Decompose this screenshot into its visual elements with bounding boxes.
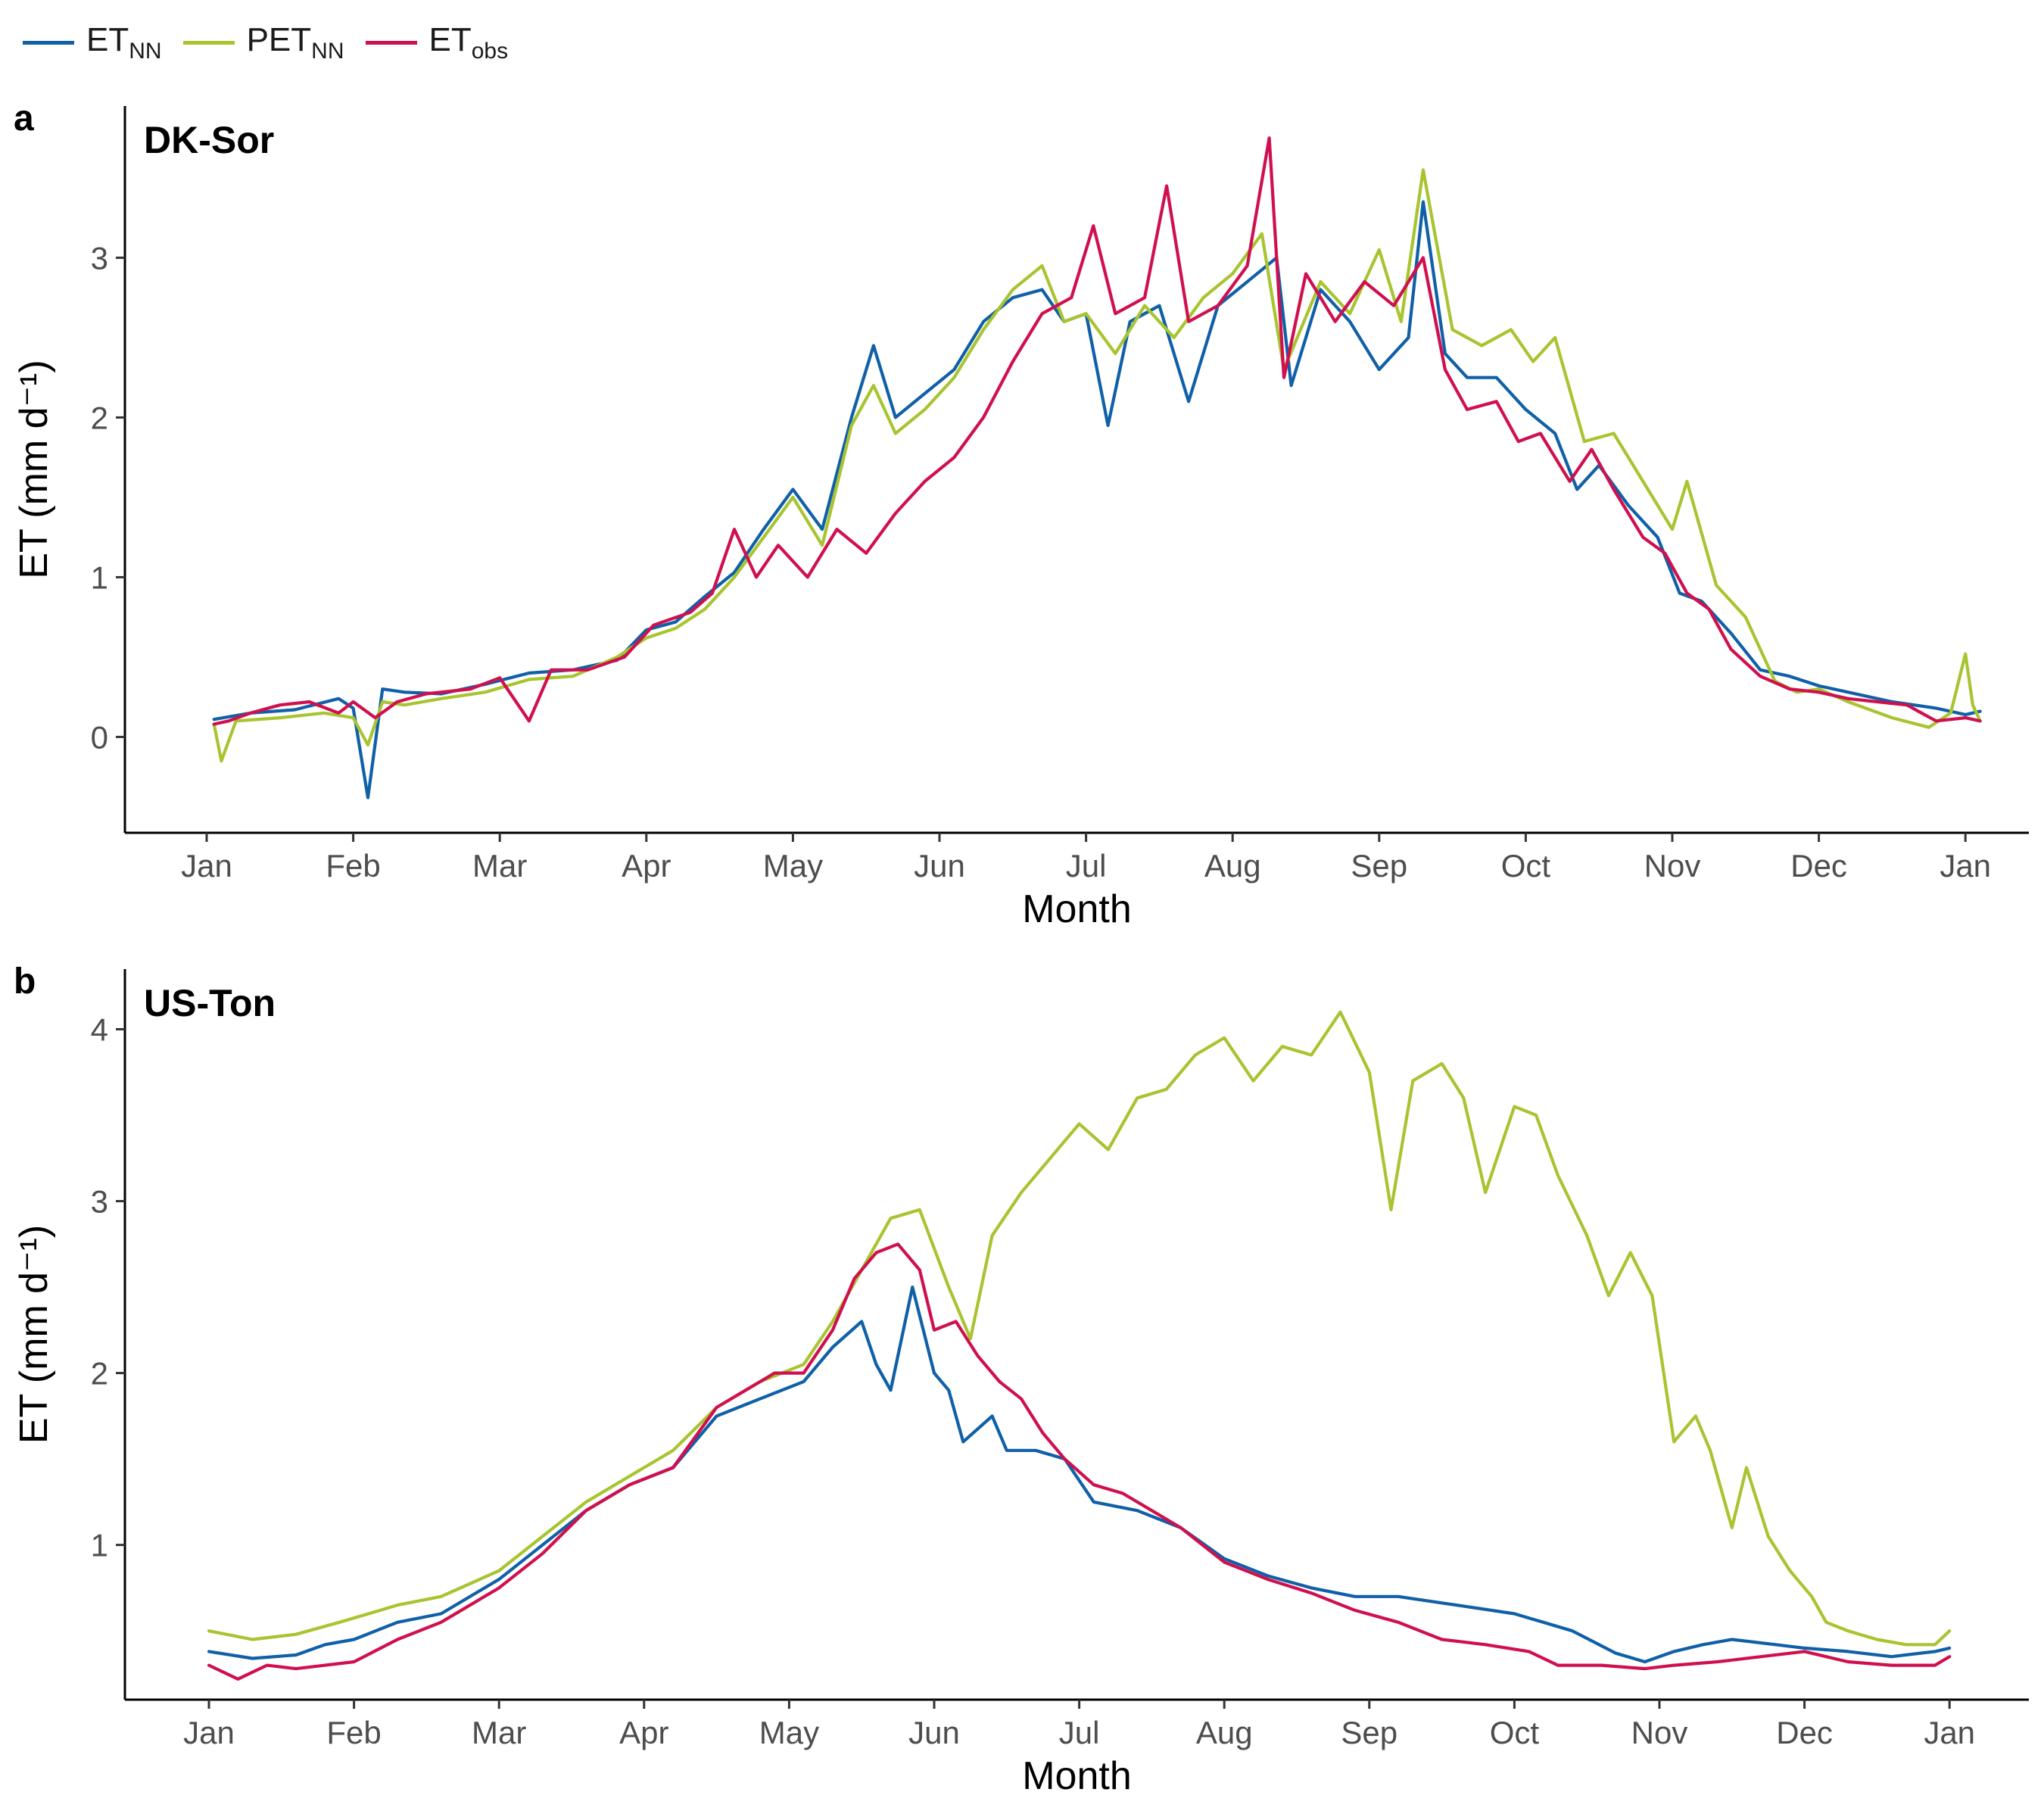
x-tick-label: Jul xyxy=(1059,1715,1100,1750)
series-line-etobs xyxy=(207,1242,1952,1681)
y-tick-label: 1 xyxy=(91,559,108,595)
x-axis-title: Month xyxy=(1022,887,1132,931)
x-tick-label: Sep xyxy=(1351,848,1407,884)
x-tick-label: Jul xyxy=(1066,848,1107,884)
legend-label-petnn: PETNN xyxy=(246,21,344,64)
panel-b: 1 2 3 4 Jan Feb Mar Apr May Jun Jul Aug Sep Oct Nov Dec… xyxy=(12,961,2029,1798)
series-line-petnn xyxy=(212,168,1982,763)
x-tick-label: Jun xyxy=(914,848,965,884)
legend-item-petnn: PETNN xyxy=(182,21,344,64)
x-tick-label: Jan xyxy=(181,848,232,884)
x-tick-label: Oct xyxy=(1501,848,1551,884)
x-tick-label: Oct xyxy=(1490,1715,1540,1750)
x-tick-label: May xyxy=(763,848,823,884)
x-tick-label: Dec xyxy=(1790,848,1847,884)
x-axis-title: Month xyxy=(1022,1754,1132,1798)
series-line-etobs xyxy=(212,136,1982,726)
x-tick-label: Nov xyxy=(1644,848,1701,884)
series-line-petnn xyxy=(207,1010,1952,1647)
legend-label-etobs: ETobs xyxy=(428,21,509,64)
y-tick-label: 4 xyxy=(91,1011,108,1047)
legend: ETNN PETNN ETobs xyxy=(23,21,529,64)
x-tick-label: Mar xyxy=(472,848,527,884)
x-tick-label: Feb xyxy=(326,1715,381,1750)
series-line-etnn xyxy=(207,1286,1952,1664)
x-tick-label: Apr xyxy=(622,848,671,884)
y-tick-label: 0 xyxy=(91,719,108,755)
x-tick-label: Dec xyxy=(1776,1715,1833,1750)
x-tick-label: Aug xyxy=(1196,1715,1253,1750)
y-axis-title: ET (mm d⁻¹) xyxy=(12,360,56,578)
x-tick-label: May xyxy=(759,1715,819,1750)
x-tick-label: Nov xyxy=(1631,1715,1688,1750)
y-tick-label: 1 xyxy=(91,1528,108,1563)
series-line-etnn xyxy=(212,200,1982,799)
panel-a: 0 1 2 3 Jan Feb Mar Apr May Jun Jul Aug Sep Oct Nov Dec… xyxy=(12,98,2029,931)
y-tick-label: 2 xyxy=(91,1356,108,1392)
legend-key-etobs xyxy=(365,41,417,45)
x-tick-label: Feb xyxy=(326,848,380,884)
y-tick-label: 3 xyxy=(91,240,108,276)
panel-letter: a xyxy=(14,98,34,139)
x-tick-label: Apr xyxy=(619,1715,668,1750)
panel-site-label: DK-Sor xyxy=(144,119,274,161)
legend-label-etnn: ETNN xyxy=(86,21,162,64)
legend-key-petnn xyxy=(182,41,235,45)
y-tick-label: 2 xyxy=(91,400,108,435)
x-tick-label: Mar xyxy=(472,1715,526,1750)
x-tick-label: Jun xyxy=(908,1715,960,1750)
x-tick-label: Aug xyxy=(1204,848,1261,884)
legend-item-etobs: ETobs xyxy=(365,21,509,64)
panel-site-label: US-Ton xyxy=(144,982,276,1024)
panel-letter: b xyxy=(14,961,36,1002)
legend-key-etnn xyxy=(23,41,74,45)
legend-item-etnn: ETNN xyxy=(23,21,162,64)
x-tick-label: Jan xyxy=(183,1715,235,1750)
y-tick-label: 3 xyxy=(91,1184,108,1220)
x-tick-label: Sep xyxy=(1341,1715,1397,1750)
y-axis-title: ET (mm d⁻¹) xyxy=(12,1225,56,1444)
x-tick-label: Jan xyxy=(1924,1715,1975,1750)
x-tick-label: Jan xyxy=(1940,848,1991,884)
